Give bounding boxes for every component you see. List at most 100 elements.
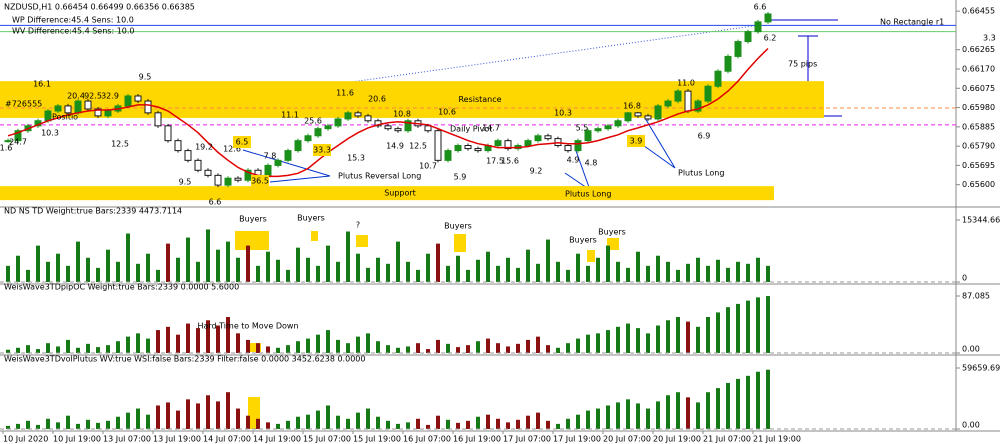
volume-bar [36, 245, 40, 282]
volume-bar [736, 378, 740, 429]
volume-bar [536, 412, 540, 429]
volume-bar [316, 410, 320, 429]
wave-label: 16.1 [33, 80, 51, 89]
wave-label: 12.5 [111, 140, 129, 149]
annotation-pointer [242, 117, 676, 191]
volume-bar [456, 422, 460, 429]
volume-bar [216, 401, 220, 429]
zone [0, 186, 774, 201]
volume-bar [296, 247, 300, 282]
volume-bar [316, 334, 320, 353]
volume-bar [556, 347, 560, 353]
volume-bar [386, 345, 390, 353]
candle [524, 140, 532, 147]
candle [564, 145, 572, 152]
volume-bar [426, 349, 430, 353]
volume-bar [466, 269, 470, 282]
volume-bar [496, 343, 500, 353]
volume-bar [396, 347, 400, 353]
volume-bar [286, 269, 290, 282]
volume-bar [696, 402, 700, 429]
volume-bar [456, 347, 460, 353]
wave-label: 15.3 [347, 154, 365, 163]
volume-bar [526, 249, 530, 282]
volume-bar [726, 382, 730, 429]
y-tick-label: 59659.697 [962, 364, 1000, 373]
wave-label-box [313, 144, 331, 156]
volume-bar [16, 423, 20, 429]
chart-title: NZDUSD,H1 0.66454 0.66499 0.66356 0.6638… [4, 3, 195, 12]
volume-bar [636, 251, 640, 282]
volume-bar [636, 403, 640, 429]
volume-bar [626, 399, 630, 429]
volume-bar [406, 346, 410, 353]
candle [54, 105, 62, 112]
volume-bar [196, 261, 200, 282]
volume-bar [586, 265, 590, 282]
volume-bar [286, 420, 290, 429]
candle [4, 140, 12, 143]
volume-bar [256, 265, 260, 282]
wave-label: 12.5 [409, 142, 427, 151]
volume-bar [656, 401, 660, 429]
volume-bar [186, 237, 190, 282]
volume-bar [446, 265, 450, 282]
wave-label: 17.5 [486, 157, 504, 166]
volume-bar [356, 412, 360, 429]
volume-bar [46, 261, 50, 282]
volume-bar [16, 255, 20, 282]
volume-bar [496, 418, 500, 429]
candle [684, 90, 692, 112]
wave-label: 12.6 [223, 145, 241, 154]
indicator-label: WP Difference:45.4 Sens: 10.0 [12, 16, 134, 25]
volume-bar [176, 410, 180, 429]
highlight-boxes [235, 231, 619, 429]
volume-bar [126, 233, 130, 282]
volume-bar [476, 341, 480, 353]
wave-label-box [623, 100, 641, 112]
volume-bar [316, 265, 320, 282]
candle [614, 120, 622, 127]
annotation: Buyers [598, 228, 626, 237]
volume-bar [116, 341, 120, 353]
volume-bar [36, 349, 40, 353]
volume-bar [366, 333, 370, 353]
volume-bar [246, 245, 250, 282]
volume-bar [356, 253, 360, 282]
volume-bar [6, 349, 10, 353]
volume-bar [336, 261, 340, 282]
volume-bar [746, 300, 750, 353]
volume-bar [736, 303, 740, 353]
candle [494, 140, 502, 147]
volume-bar [716, 259, 720, 282]
candle [84, 100, 92, 110]
volume-bar [666, 261, 670, 282]
annotation: Buyers [444, 222, 472, 231]
volume-bar [396, 423, 400, 429]
candle [384, 125, 392, 130]
candle [144, 100, 152, 114]
volume-bar [246, 415, 250, 429]
volume-bar [486, 414, 490, 429]
annotation: #726555 [5, 100, 42, 109]
volume-bar [76, 423, 80, 429]
volume-bar [156, 330, 160, 353]
x-tick-label: 21 Jul 07:00 [703, 435, 751, 444]
wave-label: 20.6 [368, 95, 386, 104]
highlight-box [356, 235, 368, 247]
volume-bar [376, 416, 380, 429]
wave-label: 3.9 [630, 137, 643, 146]
highlight-box [235, 231, 269, 250]
candle [224, 177, 232, 186]
volume-bar [46, 418, 50, 429]
volume-bar [116, 416, 120, 429]
candle [164, 125, 172, 142]
y-tick-label: 0 [962, 274, 967, 283]
volume-bar [506, 346, 510, 353]
x-tick-label: 15 Jul 07:00 [303, 435, 351, 444]
candle [234, 177, 242, 181]
volume-bar [126, 412, 130, 429]
volume-bar [576, 253, 580, 282]
volume-bar [176, 334, 180, 353]
